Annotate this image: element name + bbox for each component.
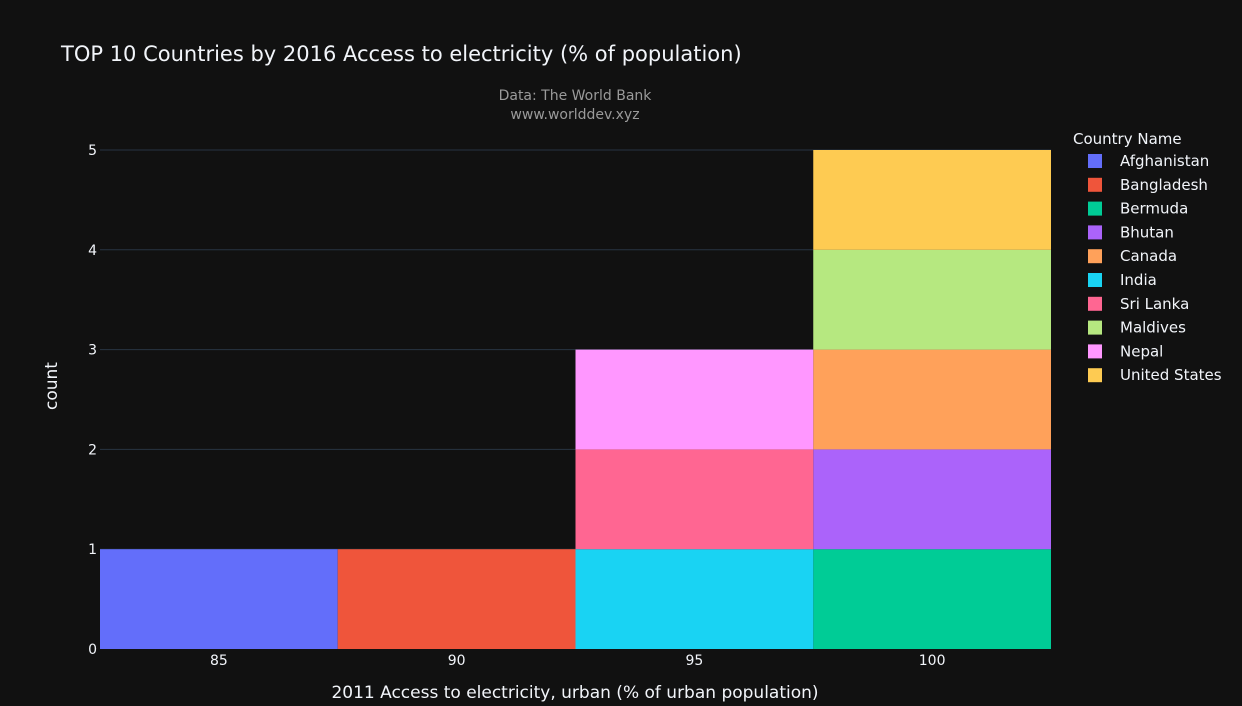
legend-item[interactable]: United States xyxy=(1088,366,1222,384)
legend-label: Sri Lanka xyxy=(1120,295,1189,313)
source-annotation-line-2: www.worlddev.xyz xyxy=(510,107,639,123)
y-axis-ticks: 0 1 2 3 4 5 xyxy=(88,143,97,658)
legend-label: Bhutan xyxy=(1120,223,1174,241)
legend-label: Afghanistan xyxy=(1120,152,1209,170)
source-annotation-line-1: Data: The World Bank xyxy=(499,88,653,104)
legend-item[interactable]: Bangladesh xyxy=(1088,176,1208,194)
bar-canada xyxy=(813,349,1051,450)
legend-swatch xyxy=(1088,296,1102,311)
y-tick-label: 2 xyxy=(88,442,97,458)
legend-item[interactable]: Afghanistan xyxy=(1088,152,1209,170)
legend-label: United States xyxy=(1120,366,1222,384)
x-tick-label: 95 xyxy=(685,653,703,669)
legend-label: Bermuda xyxy=(1120,200,1188,218)
legend-swatch xyxy=(1088,368,1102,383)
y-tick-label: 3 xyxy=(88,343,97,359)
legend-swatch xyxy=(1088,344,1102,359)
bar-sri-lanka xyxy=(575,449,814,550)
bar-bhutan xyxy=(813,449,1051,550)
bar-bermuda xyxy=(813,549,1051,649)
legend-swatch xyxy=(1088,154,1102,168)
legend-swatch xyxy=(1088,249,1102,264)
legend-label: Nepal xyxy=(1120,342,1163,360)
x-tick-label: 85 xyxy=(210,653,228,669)
bar-afghanistan xyxy=(100,549,338,649)
legend-swatch xyxy=(1088,177,1102,192)
x-axis-title: 2011 Access to electricity, urban (% of … xyxy=(331,683,818,703)
legend-item[interactable]: India xyxy=(1088,271,1157,289)
chart-title: TOP 10 Countries by 2016 Access to elect… xyxy=(60,42,742,66)
legend-label: Canada xyxy=(1120,247,1177,265)
legend-item[interactable]: Nepal xyxy=(1088,342,1163,360)
y-tick-label: 5 xyxy=(88,143,97,159)
bar-bangladesh xyxy=(337,549,576,649)
legend-label: Bangladesh xyxy=(1120,176,1208,194)
bar-india xyxy=(575,549,814,649)
legend-swatch xyxy=(1088,225,1102,240)
x-axis-ticks: 85 90 95 100 xyxy=(210,653,946,669)
y-tick-label: 1 xyxy=(88,542,97,558)
legend-swatch xyxy=(1088,201,1102,216)
x-tick-label: 90 xyxy=(448,653,466,669)
legend-item[interactable]: Bhutan xyxy=(1088,223,1174,241)
y-axis-title: count xyxy=(42,362,62,410)
legend: Afghanistan Bangladesh Bermuda Bhutan Canada… xyxy=(1088,152,1222,384)
legend-title: Country Name xyxy=(1073,130,1182,148)
legend-item[interactable]: Canada xyxy=(1088,247,1177,265)
x-tick-label: 100 xyxy=(919,653,946,669)
bar-nepal xyxy=(575,349,814,450)
y-tick-label: 0 xyxy=(88,642,97,658)
bar-united-states xyxy=(813,150,1051,250)
legend-item[interactable]: Sri Lanka xyxy=(1088,295,1189,313)
legend-item[interactable]: Maldives xyxy=(1088,319,1186,337)
legend-item[interactable]: Bermuda xyxy=(1088,200,1188,218)
legend-swatch xyxy=(1088,320,1102,335)
y-tick-label: 4 xyxy=(88,243,97,259)
legend-label: Maldives xyxy=(1120,319,1186,337)
bars xyxy=(100,150,1051,649)
legend-label: India xyxy=(1120,271,1157,289)
bar-maldives xyxy=(813,249,1051,350)
legend-swatch xyxy=(1088,273,1102,287)
